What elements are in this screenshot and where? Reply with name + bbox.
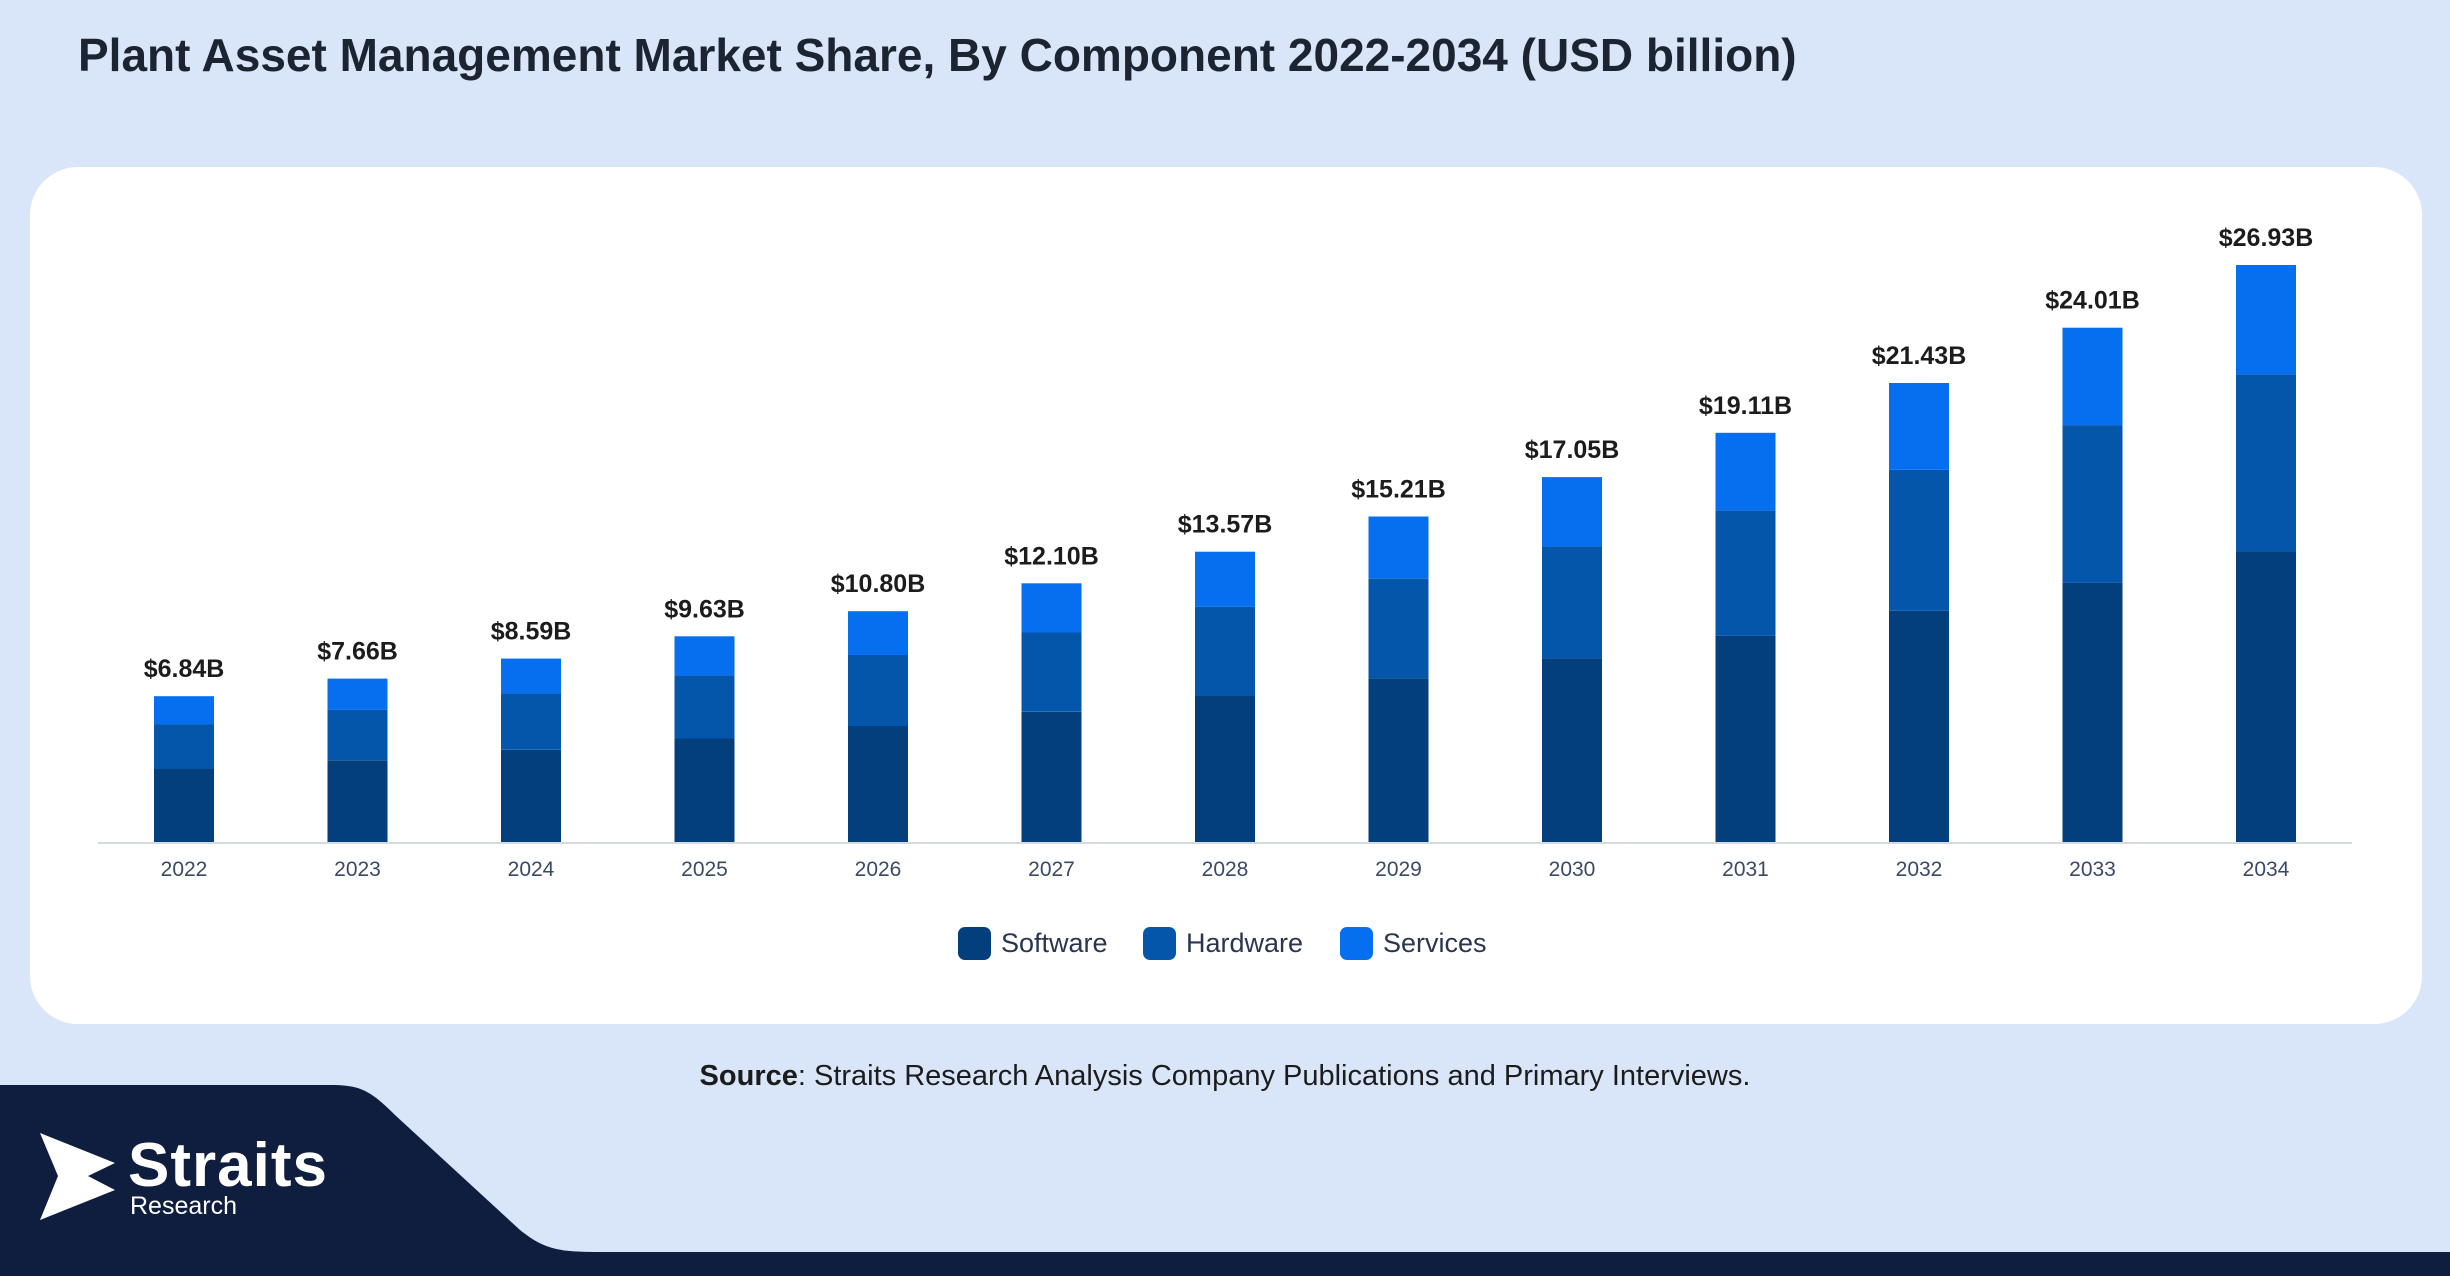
source-line: Source: Straits Research Analysis Compan… — [0, 1060, 2450, 1093]
x-tick-label: 2028 — [1202, 858, 1249, 881]
bar-hardware-2032 — [1889, 470, 1949, 611]
bar-hardware-2027 — [1021, 632, 1082, 712]
legend-label-hardware: Hardware — [1186, 928, 1303, 958]
source-text: : Straits Research Analysis Company Publ… — [797, 1060, 1751, 1092]
total-label: $19.11B — [1699, 392, 1792, 420]
x-tick-label: 2026 — [855, 858, 902, 881]
x-tick-label: 2034 — [2243, 858, 2290, 881]
bar-hardware-2033 — [2062, 425, 2123, 583]
bar-services-2034 — [2236, 265, 2296, 375]
x-tick-label: 2033 — [2069, 858, 2116, 881]
source-label: Source — [699, 1060, 798, 1092]
legend-swatch-software — [958, 927, 991, 960]
total-label: $21.43B — [1872, 342, 1967, 370]
x-tick-label: 2027 — [1028, 858, 1075, 881]
bar-software-2027 — [1021, 711, 1082, 843]
total-label: $13.57B — [1178, 511, 1273, 539]
x-tick-label: 2024 — [508, 858, 555, 881]
bar-hardware-2023 — [327, 709, 388, 761]
bar-hardware-2025 — [674, 675, 735, 739]
bar-software-2024 — [501, 749, 561, 843]
bar-software-2033 — [2062, 582, 2123, 843]
bar-services-2031 — [1715, 432, 1776, 511]
total-label: $15.21B — [1351, 476, 1446, 504]
bar-services-2033 — [2062, 327, 2123, 426]
bar-software-2032 — [1889, 610, 1949, 843]
bar-software-2025 — [674, 738, 735, 843]
bar-software-2029 — [1368, 678, 1429, 843]
bar-software-2030 — [1542, 658, 1602, 843]
total-label: $9.63B — [664, 595, 745, 623]
x-tick-label: 2029 — [1375, 858, 1422, 881]
x-tick-label: 2023 — [334, 858, 381, 881]
bar-hardware-2030 — [1542, 546, 1602, 659]
page-title: Plant Asset Management Market Share, By … — [78, 29, 1797, 81]
bar-software-2028 — [1195, 696, 1255, 843]
bar-hardware-2026 — [848, 655, 908, 726]
bar-services-2025 — [674, 636, 735, 676]
logo-sub: Research — [130, 1192, 237, 1220]
total-label: $17.05B — [1525, 436, 1620, 464]
legend-swatch-hardware — [1143, 927, 1176, 960]
bar-services-2024 — [501, 658, 561, 694]
bar-software-2023 — [327, 760, 388, 843]
total-label: $7.66B — [317, 638, 398, 666]
bar-hardware-2029 — [1368, 578, 1429, 679]
bar-services-2026 — [848, 611, 908, 655]
bar-software-2031 — [1715, 635, 1776, 843]
bar-software-2026 — [848, 726, 908, 843]
x-tick-label: 2025 — [681, 858, 728, 881]
x-tick-label: 2032 — [1896, 858, 1943, 881]
total-labels: $6.84B $7.66B $8.59B $9.63B $10.80B $12.10B $1… — [144, 224, 2314, 683]
bar-software-2022 — [154, 769, 214, 843]
bar-services-2022 — [154, 696, 214, 725]
bar-services-2029 — [1368, 516, 1429, 579]
bar-software-2034 — [2236, 551, 2296, 843]
footer-band — [0, 1252, 2450, 1276]
legend-label-services: Services — [1383, 928, 1487, 958]
bar-hardware-2022 — [154, 724, 214, 769]
x-tick-labels: 2022 2023 2024 2025 2026 2027 2028 2029 2030 2031… — [161, 858, 2290, 881]
bar-services-2032 — [1889, 383, 1949, 470]
bar-hardware-2031 — [1715, 510, 1776, 636]
total-label: $24.01B — [2045, 287, 2140, 315]
bar-hardware-2024 — [501, 693, 561, 750]
bars-group — [154, 265, 2296, 843]
x-tick-label: 2022 — [161, 858, 208, 881]
bar-services-2023 — [327, 678, 388, 710]
logo-name: Straits — [128, 1131, 328, 1200]
x-tick-label: 2031 — [1722, 858, 1769, 881]
bar-services-2030 — [1542, 477, 1602, 547]
total-label: $6.84B — [144, 655, 225, 683]
bar-services-2028 — [1195, 551, 1255, 607]
footer-logo-panel — [0, 1085, 600, 1252]
total-label: $12.10B — [1004, 542, 1099, 570]
legend: Software Hardware Services — [958, 927, 1487, 960]
bar-hardware-2034 — [2236, 374, 2296, 552]
flag-icon — [40, 1133, 115, 1220]
total-label: $8.59B — [491, 618, 572, 646]
x-tick-label: 2030 — [1549, 858, 1596, 881]
bar-services-2027 — [1021, 583, 1082, 633]
legend-swatch-services — [1340, 927, 1373, 960]
legend-label-software: Software — [1001, 928, 1108, 958]
total-label: $26.93B — [2219, 224, 2314, 252]
bar-hardware-2028 — [1195, 606, 1255, 696]
total-label: $10.80B — [831, 570, 926, 598]
